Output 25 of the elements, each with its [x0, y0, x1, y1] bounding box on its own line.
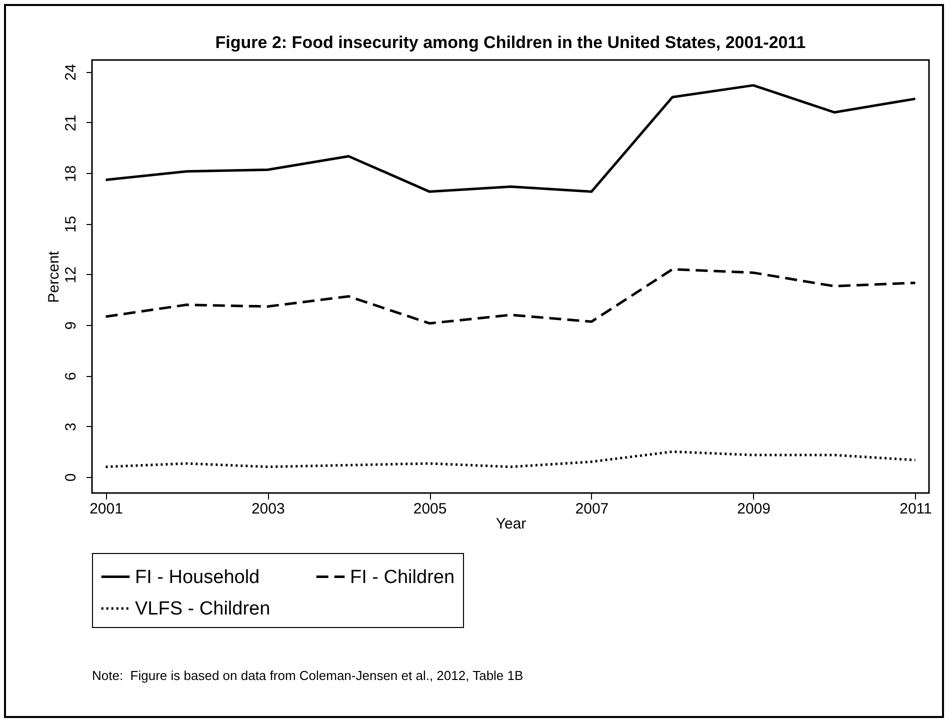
y-tick-label: 21 [62, 114, 80, 132]
x-tick-label: 2003 [251, 500, 285, 518]
y-tick-label: 9 [62, 321, 80, 330]
y-tick-label: 12 [62, 266, 80, 284]
line-series [104, 84, 916, 193]
y-tick-label: 24 [62, 64, 80, 81]
y-tick-label: 15 [62, 216, 80, 233]
x-tick-label: 2009 [737, 500, 771, 518]
line-series [104, 450, 916, 468]
y-tick-label: 6 [62, 372, 80, 380]
y-tick-label: 0 [62, 473, 80, 482]
y-tick-label: 3 [62, 422, 80, 431]
x-tick-label: 2007 [575, 500, 609, 518]
legend-label: FI - Household [135, 566, 260, 588]
y-axis-title: Percent [46, 250, 62, 303]
legend-label: FI - Children [350, 566, 455, 588]
legend-label: VLFS - Children [135, 598, 270, 620]
text: Note: Figure is based on data from Coleman-Jensen et al., 2012, Table 1B [92, 668, 524, 683]
x-tick-label: 2011 [900, 500, 932, 518]
y-tick-label: 18 [62, 165, 80, 182]
x-tick-label: 2005 [413, 500, 447, 518]
line-series [104, 268, 916, 325]
x-axis-title: Year [496, 516, 526, 532]
x-tick-label: 2001 [90, 500, 123, 518]
chart-title: Figure 2: Food insecurity among Children in the United States, 2001-2011 [215, 33, 806, 52]
